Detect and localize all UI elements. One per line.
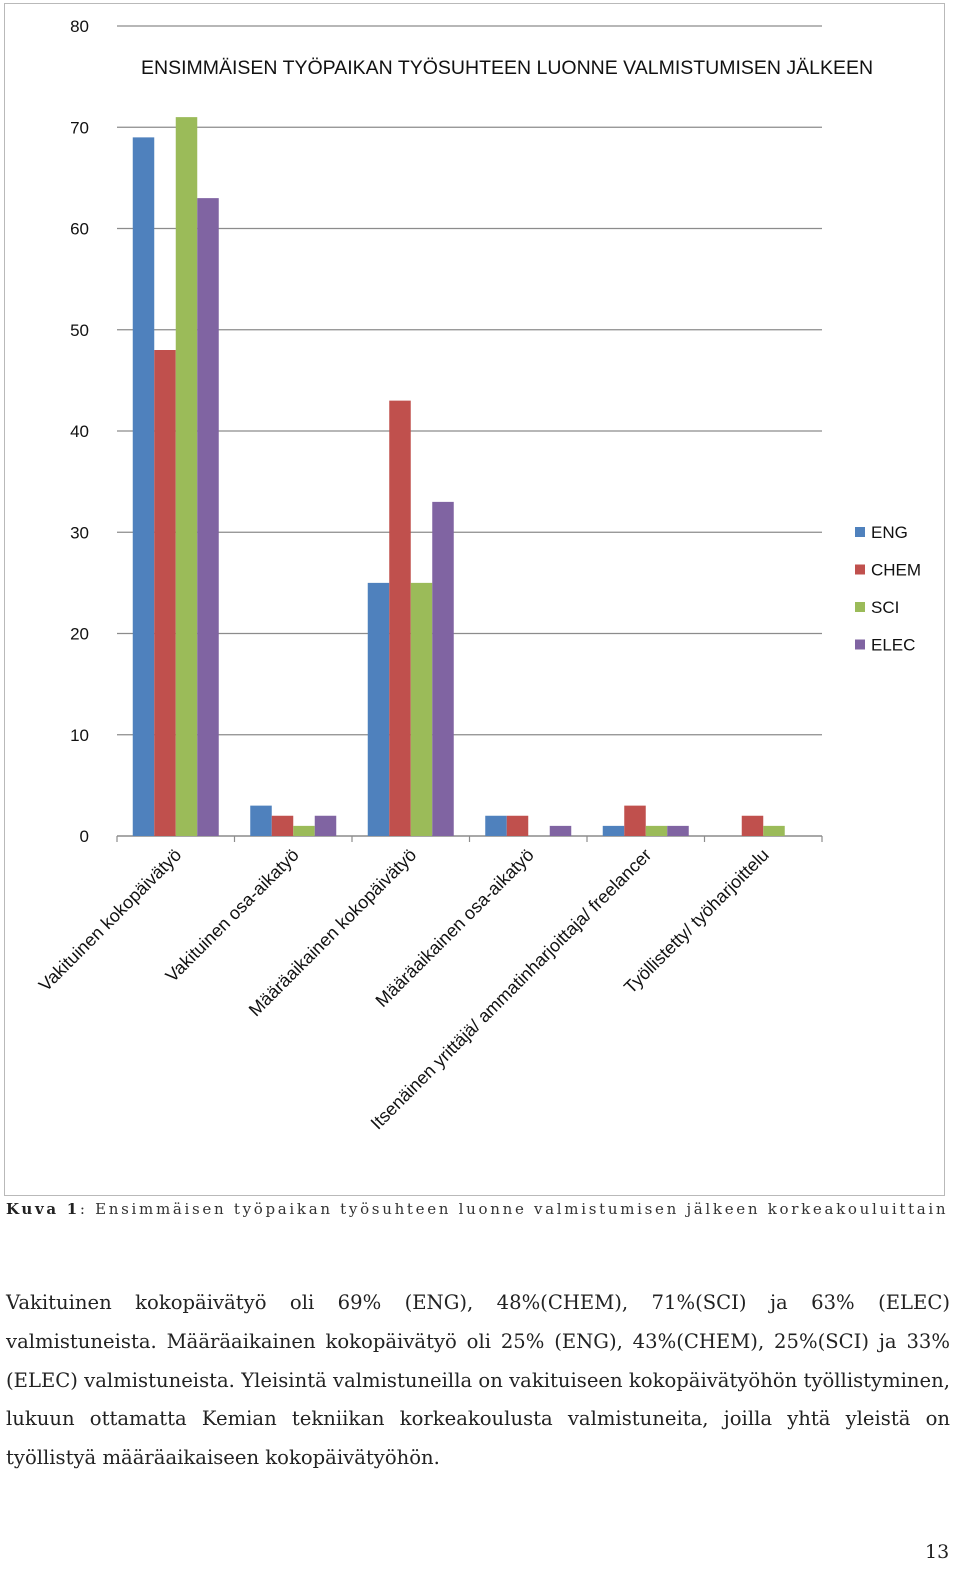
body-text: Vakituinen kokopäivätyö oli 69% (ENG), 4…	[6, 1284, 950, 1478]
legend-swatch-eng	[855, 527, 865, 537]
y-tick-label: 80	[70, 17, 89, 36]
page-number: 13	[925, 1541, 950, 1563]
bar-elec	[197, 198, 219, 836]
bar-sci	[293, 825, 315, 836]
bar-eng	[367, 582, 390, 836]
caption-label: Kuva 1	[6, 1200, 80, 1218]
bar-elec	[549, 825, 572, 836]
y-tick-label: 60	[70, 220, 89, 239]
y-tick-label: 0	[80, 827, 89, 846]
chart-title: ENSIMMÄISEN TYÖPAIKAN TYÖSUHTEEN LUONNE …	[141, 57, 873, 79]
bar-chem	[741, 815, 764, 836]
x-category-label: Itsenäinen yrittäjä/ ammatinharjoittaja/…	[367, 845, 656, 1134]
body-paragraph: Vakituinen kokopäivätyö oli 69% (ENG), 4…	[6, 1291, 950, 1470]
legend-label-eng: ENG	[871, 523, 908, 542]
y-tick-label: 20	[70, 625, 89, 644]
x-category-label: Vakituinen osa-aikatyö	[162, 845, 303, 986]
caption-text: : Ensimmäisen työpaikan työsuhteen luonn…	[79, 1200, 949, 1218]
legend-swatch-elec	[855, 639, 865, 650]
bar-elec	[432, 501, 454, 836]
bar-chem	[506, 815, 529, 836]
bar-chem	[271, 815, 294, 836]
y-tick-label: 30	[70, 523, 89, 542]
bar-chart: ENSIMMÄISEN TYÖPAIKAN TYÖSUHTEEN LUONNE …	[35, 17, 921, 1134]
y-tick-label: 70	[70, 118, 89, 137]
bar-elec	[314, 815, 337, 836]
figure-caption: Kuva 1: Ensimmäisen työpaikan työsuhteen…	[6, 1200, 946, 1218]
bar-sci	[410, 582, 433, 836]
legend-label-elec: ELEC	[871, 636, 915, 655]
legend-swatch-sci	[855, 602, 865, 612]
bar-eng	[250, 805, 272, 836]
y-tick-label: 40	[70, 422, 89, 441]
legend-swatch-chem	[855, 564, 865, 575]
bar-sci	[763, 825, 785, 836]
bar-chem	[154, 350, 176, 836]
bar-eng	[602, 825, 625, 836]
bar-sci	[175, 117, 198, 836]
y-tick-label: 10	[70, 726, 89, 745]
legend-label-sci: SCI	[871, 598, 899, 617]
bar-sci	[645, 825, 668, 836]
bar-chem	[624, 805, 646, 836]
bar-elec	[667, 825, 689, 836]
bar-eng	[132, 137, 155, 836]
y-tick-label: 50	[70, 321, 89, 340]
bar-chem	[389, 400, 411, 836]
chart-frame: ENSIMMÄISEN TYÖPAIKAN TYÖSUHTEEN LUONNE …	[4, 3, 945, 1196]
bar-eng	[485, 815, 507, 836]
legend-label-chem: CHEM	[871, 561, 921, 580]
